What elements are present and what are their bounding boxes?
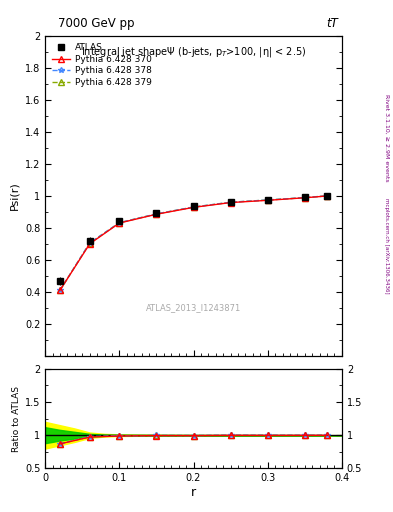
Text: 7000 GeV pp: 7000 GeV pp [58,17,134,30]
Text: Rivet 3.1.10, ≥ 2.9M events: Rivet 3.1.10, ≥ 2.9M events [384,94,389,182]
Text: ATLAS_2013_I1243871: ATLAS_2013_I1243871 [146,303,241,312]
Y-axis label: Psi(r): Psi(r) [9,181,19,210]
Text: tT: tT [326,17,338,30]
X-axis label: r: r [191,486,196,499]
Y-axis label: Ratio to ATLAS: Ratio to ATLAS [12,386,21,452]
Text: Integral jet shapeΨ (b-jets, p$_{T}$>100, |η| < 2.5): Integral jet shapeΨ (b-jets, p$_{T}$>100… [81,46,306,59]
Text: mcplots.cern.ch [arXiv:1306.3436]: mcplots.cern.ch [arXiv:1306.3436] [384,198,389,293]
Legend: ATLAS, Pythia 6.428 370, Pythia 6.428 378, Pythia 6.428 379: ATLAS, Pythia 6.428 370, Pythia 6.428 37… [50,40,154,90]
